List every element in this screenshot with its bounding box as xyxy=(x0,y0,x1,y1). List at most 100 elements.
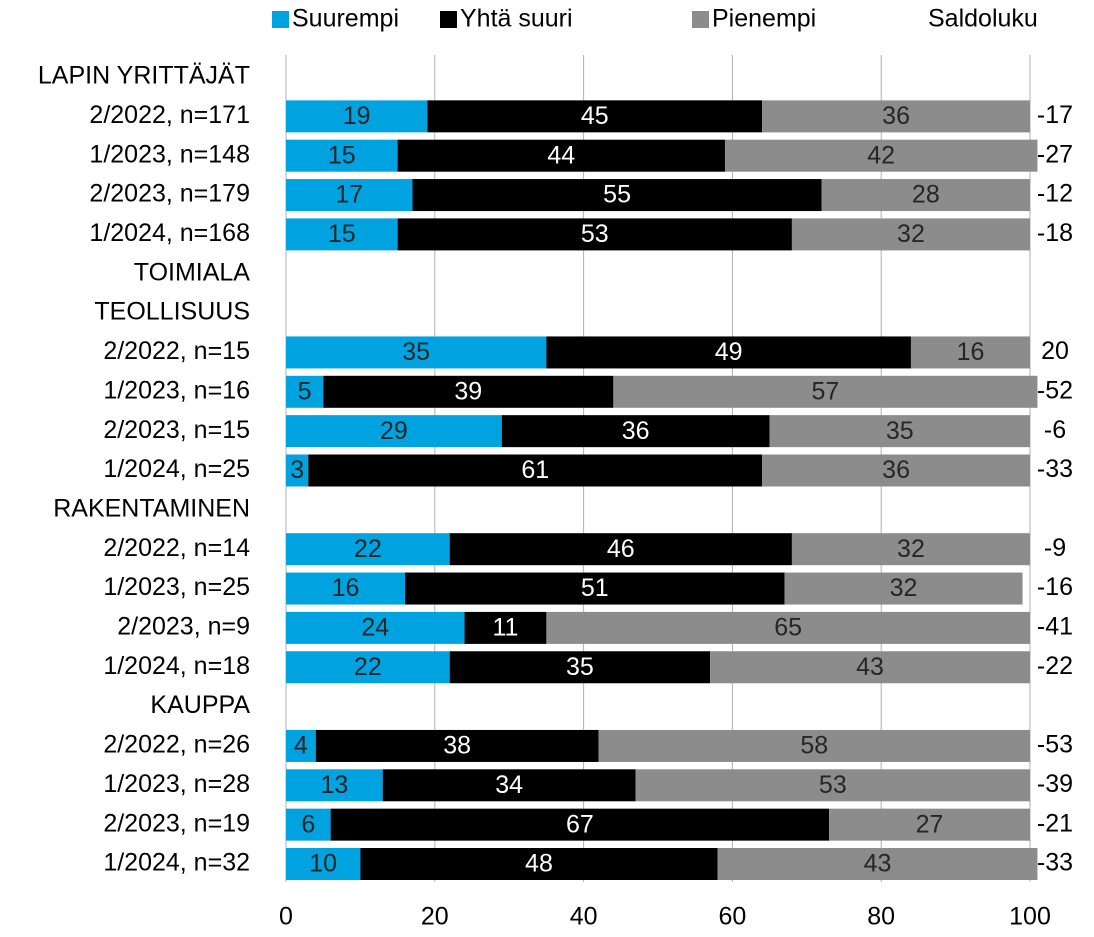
bar-segment xyxy=(449,533,792,566)
legend-swatch xyxy=(692,11,709,28)
x-tick-label: 80 xyxy=(867,903,895,931)
bar-segment xyxy=(286,454,309,487)
y-tick-label: 2/2022, n=171 xyxy=(89,101,250,129)
y-tick-label: 1/2023, n=16 xyxy=(103,376,250,404)
saldo-label: -17 xyxy=(1037,101,1073,129)
saldo-label: -6 xyxy=(1044,416,1066,444)
bar-segment xyxy=(724,139,1038,172)
value-label: 36 xyxy=(882,456,910,484)
value-label: 27 xyxy=(916,810,944,838)
bar-segment xyxy=(382,769,636,802)
value-label: 53 xyxy=(581,220,609,248)
bar-segment xyxy=(546,611,1030,644)
value-label: 5 xyxy=(298,377,312,405)
bar-segment xyxy=(613,375,1038,408)
value-label: 35 xyxy=(402,338,430,366)
y-tick-label: 1/2024, n=25 xyxy=(103,455,250,483)
bar-segment xyxy=(464,611,547,644)
value-label: 15 xyxy=(328,141,356,169)
saldo-label: -18 xyxy=(1037,219,1073,247)
bar-segment xyxy=(315,729,599,762)
value-label: 38 xyxy=(443,732,471,760)
value-label: 4 xyxy=(294,732,308,760)
saldo-label: -39 xyxy=(1037,770,1073,798)
y-tick-label: TOIMIALA xyxy=(134,258,251,286)
y-tick-label: KAUPPA xyxy=(150,691,250,719)
value-label: 46 xyxy=(607,535,635,563)
value-label: 28 xyxy=(912,181,940,209)
bar-segment xyxy=(717,848,1038,880)
x-tick-label: 40 xyxy=(570,903,598,931)
y-tick-label: LAPIN YRITTÄJÄT xyxy=(38,62,250,90)
x-tick-label: 60 xyxy=(718,903,746,931)
bar-segment xyxy=(286,572,406,605)
y-tick-label: 2/2022, n=26 xyxy=(103,731,250,759)
bar-segment xyxy=(286,179,413,212)
bar-segment xyxy=(397,218,792,251)
value-label: 6 xyxy=(301,810,315,838)
y-tick-label: 2/2023, n=15 xyxy=(103,416,250,444)
value-label: 32 xyxy=(890,574,918,602)
bar-segment xyxy=(286,611,465,644)
y-tick-label: 1/2024, n=18 xyxy=(103,652,250,680)
value-label: 11 xyxy=(493,614,519,642)
y-tick-label: 1/2023, n=148 xyxy=(89,140,250,168)
legend-swatch xyxy=(272,11,289,28)
value-label: 55 xyxy=(603,181,631,209)
legend-swatch xyxy=(440,11,457,28)
legend-label: Pienempi xyxy=(712,5,816,33)
saldo-label: -33 xyxy=(1037,849,1073,877)
value-label: 16 xyxy=(332,574,360,602)
bar-segment xyxy=(762,100,1030,133)
bar-segment xyxy=(821,179,1030,212)
saldo-label: -52 xyxy=(1037,376,1073,404)
bar-segment xyxy=(449,651,711,684)
saldo-label: -21 xyxy=(1037,809,1073,837)
value-label: 10 xyxy=(309,850,337,878)
bar-segment xyxy=(286,100,428,133)
bar-segment xyxy=(286,336,547,369)
y-tick-label: 1/2024, n=168 xyxy=(89,219,250,247)
bar-segment xyxy=(501,415,770,448)
bar-segment xyxy=(286,651,450,684)
saldo-label: -16 xyxy=(1037,573,1073,601)
value-label: 29 xyxy=(380,417,408,445)
x-tick-label: 20 xyxy=(421,903,449,931)
y-tick-label: 1/2024, n=32 xyxy=(103,849,250,877)
bar-segment xyxy=(286,533,450,566)
value-label: 44 xyxy=(547,141,575,169)
value-label: 42 xyxy=(867,141,895,169)
saldo-label: -12 xyxy=(1037,180,1073,208)
bar-segment xyxy=(910,336,1030,369)
bar-segment xyxy=(286,218,398,251)
saldo-label: 20 xyxy=(1041,337,1069,365)
value-label: 34 xyxy=(495,771,523,799)
value-label: 61 xyxy=(521,456,549,484)
value-label: 53 xyxy=(819,771,847,799)
bar-segment xyxy=(286,139,398,172)
bar-segment xyxy=(405,572,785,605)
legend-label: Yhtä suuri xyxy=(460,5,573,33)
value-label: 39 xyxy=(454,377,482,405)
y-tick-label: 1/2023, n=25 xyxy=(103,573,250,601)
y-tick-label: TEOLLISUUS xyxy=(94,298,250,326)
bar-segment xyxy=(635,769,1030,802)
bar-segment xyxy=(412,179,822,212)
bar-segment xyxy=(286,415,502,448)
legend-label: Suurempi xyxy=(292,5,399,33)
value-label: 22 xyxy=(354,535,382,563)
legend-label: Saldoluku xyxy=(928,5,1038,33)
value-label: 48 xyxy=(525,850,553,878)
y-tick-label: 2/2023, n=19 xyxy=(103,809,250,837)
bar-segment xyxy=(546,336,911,369)
value-label: 24 xyxy=(361,614,389,642)
saldo-label: -22 xyxy=(1037,652,1073,680)
value-label: 36 xyxy=(622,417,650,445)
value-label: 36 xyxy=(882,102,910,130)
bar-segment xyxy=(286,729,316,762)
bar-segment xyxy=(427,100,763,133)
bar-segment xyxy=(397,139,725,172)
bar-segment xyxy=(286,769,383,802)
y-tick-label: 2/2023, n=9 xyxy=(117,613,250,641)
